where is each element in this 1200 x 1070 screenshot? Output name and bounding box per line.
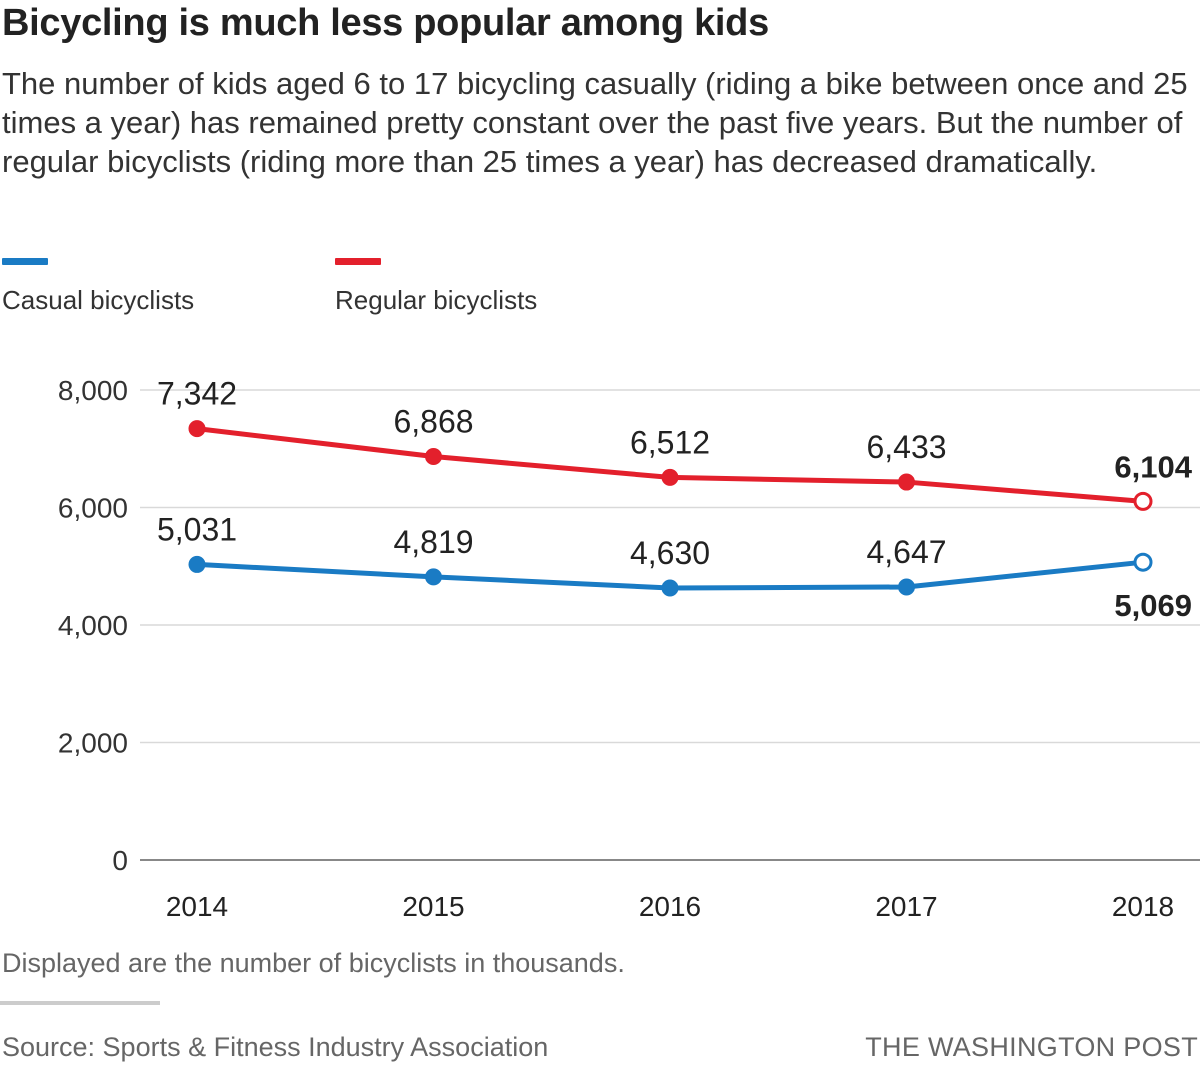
x-axis-ticks: 2014 2015 2016 2017 2018 bbox=[166, 891, 1174, 922]
data-label-regular: 6,512 bbox=[630, 424, 710, 460]
publisher-credit: THE WASHINGTON POST bbox=[865, 1032, 1198, 1062]
legend-regular: Regular bicyclists bbox=[335, 258, 537, 316]
legend-casual: Casual bicyclists bbox=[2, 258, 194, 316]
x-tick-label: 2015 bbox=[402, 891, 464, 922]
data-label-casual: 4,819 bbox=[393, 524, 473, 560]
legend-swatch-casual bbox=[2, 258, 48, 265]
data-point-casual bbox=[425, 568, 442, 586]
y-tick-label: 2,000 bbox=[58, 728, 128, 759]
footnote: Displayed are the number of bicyclists i… bbox=[2, 948, 625, 978]
data-label-regular: 7,342 bbox=[157, 376, 237, 412]
y-tick-label: 0 bbox=[112, 845, 128, 876]
y-tick-label: 4,000 bbox=[58, 610, 128, 641]
data-point-regular bbox=[188, 420, 206, 438]
series-casual: 5,031 4,819 4,630 4,647 5,069 bbox=[157, 511, 1192, 623]
data-label-casual: 4,630 bbox=[630, 535, 710, 571]
x-tick-label: 2016 bbox=[639, 891, 701, 922]
data-point-casual bbox=[1133, 552, 1153, 572]
data-label-regular: 6,868 bbox=[393, 404, 473, 440]
y-tick-label: 8,000 bbox=[58, 375, 128, 406]
data-point-casual bbox=[898, 578, 915, 596]
data-label-regular: 6,433 bbox=[866, 429, 946, 465]
legend-label-casual: Casual bicyclists bbox=[2, 285, 195, 315]
y-axis-ticks: 0 2,000 4,000 6,000 8,000 bbox=[58, 375, 128, 876]
data-label-casual: 5,069 bbox=[1114, 588, 1192, 623]
data-point-casual bbox=[188, 555, 206, 573]
x-tick-label: 2018 bbox=[1112, 891, 1174, 922]
x-tick-label: 2014 bbox=[166, 891, 228, 922]
series-group: 5,031 4,819 4,630 4,647 5,069 7,342 6,868 6,512… bbox=[157, 376, 1193, 624]
footer-divider bbox=[0, 1001, 160, 1005]
data-point-regular bbox=[425, 448, 442, 466]
data-label-casual: 5,031 bbox=[157, 511, 237, 547]
data-label-casual: 4,647 bbox=[866, 534, 946, 570]
data-point-casual bbox=[661, 579, 679, 597]
series-regular: 7,342 6,868 6,512 6,433 6,104 bbox=[157, 376, 1193, 511]
y-tick-label: 6,000 bbox=[58, 493, 128, 524]
gridlines bbox=[140, 389, 1200, 861]
legend-label-regular: Regular bicyclists bbox=[335, 285, 538, 315]
data-point-regular bbox=[661, 468, 679, 486]
legend-swatch-regular bbox=[335, 258, 381, 265]
source-credit: Source: Sports & Fitness Industry Associ… bbox=[2, 1032, 549, 1062]
chart-title: Bicycling is much less popular among kid… bbox=[2, 2, 769, 44]
chart-subtitle: The number of kids aged 6 to 17 bicyclin… bbox=[2, 66, 1188, 179]
data-label-regular: 6,104 bbox=[1114, 449, 1192, 484]
x-tick-label: 2017 bbox=[875, 891, 937, 922]
data-point-regular bbox=[1133, 491, 1153, 511]
data-point-regular bbox=[898, 473, 915, 491]
